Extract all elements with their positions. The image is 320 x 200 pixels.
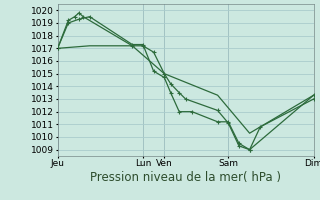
X-axis label: Pression niveau de la mer( hPa ): Pression niveau de la mer( hPa ) — [90, 171, 281, 184]
